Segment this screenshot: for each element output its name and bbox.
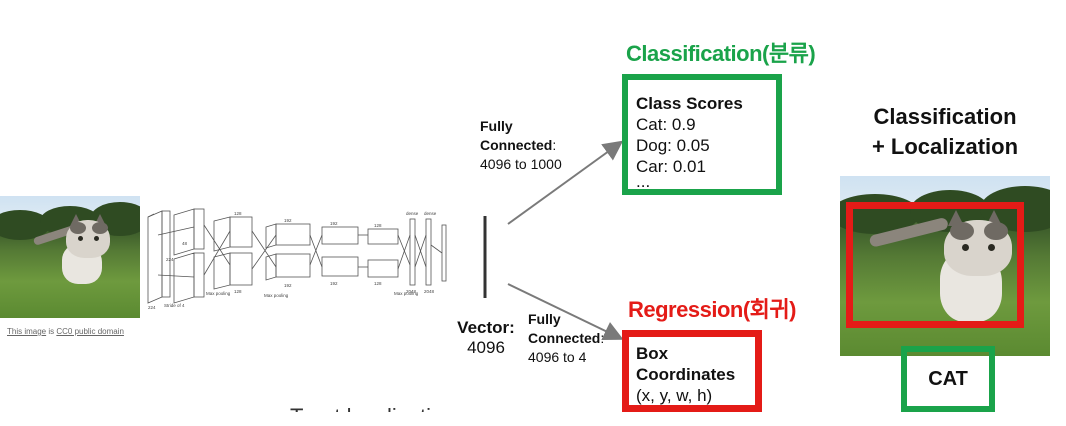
caption-image-link[interactable]: This image — [7, 327, 47, 336]
result-title: Classification + Localization — [871, 104, 1019, 159]
class-scores-heading: Class Scores — [636, 94, 743, 113]
connector-arrows — [483, 140, 624, 341]
arrow-to-regression — [507, 283, 624, 341]
pool-label-1: Max pooling — [206, 291, 231, 296]
vector-title: Vector: — [457, 318, 515, 337]
cat-label: CAT — [928, 368, 968, 390]
faded-caption: Treat localization — [290, 404, 490, 412]
box-coordinates-box — [622, 330, 762, 412]
stride-label: Stride of 4 — [164, 303, 185, 308]
classification-title: Classification(분류) — [626, 41, 816, 66]
bounding-box — [846, 202, 1024, 328]
class-score-row: Cat: 0.9 — [636, 115, 696, 134]
dim-label: 128 — [234, 211, 242, 216]
dim-label: 224 — [148, 305, 156, 310]
dense-label-2: dense — [424, 211, 437, 216]
dim-label: 192 — [284, 283, 292, 288]
cnn-architecture-diagram: Stride of 4 Max pooling Max pooling Max … — [147, 208, 447, 310]
input-kitten-image — [0, 196, 140, 318]
dim-label: 192 — [330, 221, 338, 226]
dim-label: 224 — [166, 257, 174, 262]
class-score-row: Car: 0.01 — [636, 157, 706, 176]
pool-label-3: Max pooling — [394, 291, 419, 296]
class-scores-box — [622, 74, 782, 195]
image-caption: This image is CC0 public domain — [7, 327, 124, 336]
dim-label: 2048 — [406, 289, 417, 294]
fc-bottom-label: Fully Connected: 4096 to 4 — [528, 311, 605, 365]
dim-label: 128 — [234, 289, 242, 294]
regression-title: Regression(회귀) — [628, 297, 796, 322]
dim-label: 48 — [182, 241, 188, 246]
fc-top-label: Fully Connected: 4096 to 1000 — [480, 118, 562, 172]
dense-label-1: dense — [406, 211, 419, 216]
class-score-more: ... — [636, 172, 651, 191]
pool-label-2: Max pooling — [264, 293, 289, 298]
vector-label: Vector: 4096 — [446, 318, 526, 358]
box-coordinates-content: Box Coordinates (x, y, w, h) — [636, 344, 736, 405]
dim-label: 128 — [374, 223, 382, 228]
dim-label: 192 — [330, 281, 338, 286]
dim-label: 192 — [284, 218, 292, 223]
caption-license-link[interactable]: CC0 public domain — [56, 327, 124, 336]
dim-label: 2048 — [424, 289, 435, 294]
cat-label-box — [901, 346, 995, 412]
dim-label: 128 — [374, 281, 382, 286]
class-score-row: Dog: 0.05 — [636, 136, 710, 155]
arrow-to-classification — [507, 140, 624, 225]
vector-size: 4096 — [467, 338, 505, 357]
class-scores-content: Class Scores Cat: 0.9 Dog: 0.05 Car: 0.0… — [636, 93, 786, 191]
